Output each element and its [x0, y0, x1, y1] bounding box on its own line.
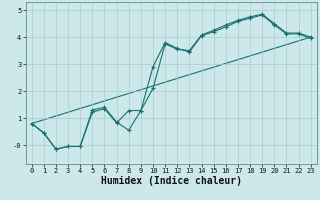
X-axis label: Humidex (Indice chaleur): Humidex (Indice chaleur) [101, 176, 242, 186]
